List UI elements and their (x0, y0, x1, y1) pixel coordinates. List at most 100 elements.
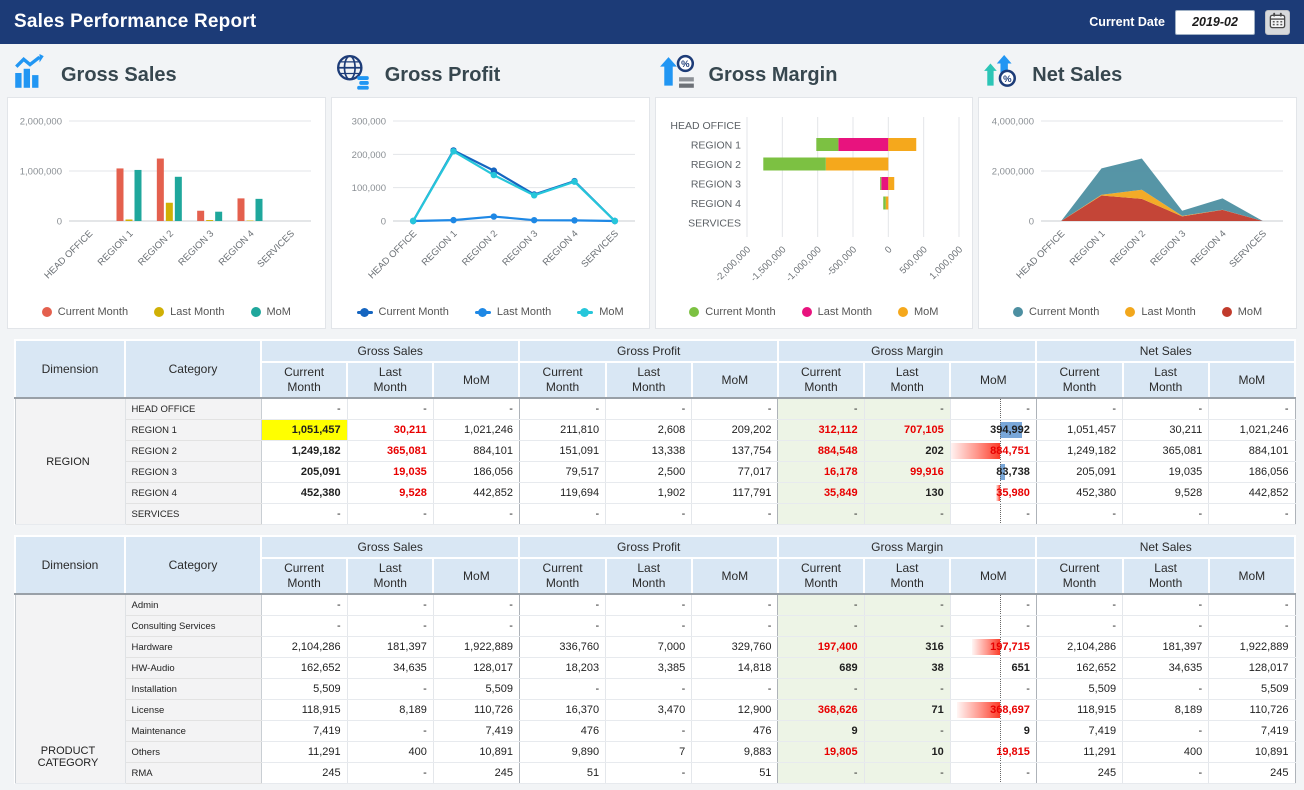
value-cell: 186,056 (1208, 461, 1296, 483)
value-cell: 51 (519, 762, 607, 784)
cell-value: 11,291 (307, 746, 341, 758)
cell-value: - (940, 403, 944, 415)
cell-value: - (1112, 599, 1117, 611)
data-bar (1000, 464, 1006, 480)
value-cell: 3,470 (605, 699, 693, 721)
calendar-icon (1268, 11, 1287, 33)
cell-value: - (681, 620, 686, 632)
value-cell: 884,101 (433, 440, 520, 462)
legend-item[interactable]: MoM (577, 306, 624, 318)
value-cell: - (864, 678, 951, 700)
svg-text:500,000: 500,000 (898, 244, 930, 276)
current-date-input[interactable] (1175, 9, 1255, 35)
calendar-button[interactable] (1265, 9, 1290, 35)
cell-value: 9,890 (571, 746, 600, 758)
dimension-header: Dimension (14, 535, 126, 595)
legend-item[interactable]: Current Month (1013, 306, 1099, 318)
legend-item[interactable]: MoM (250, 306, 291, 318)
cell-value: - (940, 767, 944, 779)
data-bar (996, 485, 1001, 501)
data-bar (957, 702, 1001, 718)
legend-label: Last Month (170, 306, 225, 318)
value-cell: 30,211 (1122, 419, 1210, 441)
table-row: REGION 1 1,051,457 30,211 1,021,246 211,810 2… (15, 419, 1296, 441)
cell-value: - (1198, 403, 1203, 415)
panel-gross-sales-header: Gross Sales (7, 53, 326, 97)
svg-text:REGION 2: REGION 2 (1108, 228, 1148, 268)
legend-item[interactable]: Last Month (1125, 306, 1196, 318)
table-row: Maintenance 7,419 - 7,419 476 - 476 9 - 9 7,419 - 7,… (15, 720, 1296, 742)
cell-value: 1,051,457 (1067, 424, 1117, 436)
cell-value: 110,726 (1249, 704, 1289, 716)
legend-item[interactable]: MoM (1221, 306, 1262, 318)
cell-value: 245 (494, 767, 513, 779)
cell-value: 118,915 (301, 704, 341, 716)
svg-text:HEAD OFFICE: HEAD OFFICE (43, 228, 96, 281)
cell-value: - (853, 767, 858, 779)
sub-column-header: Last Month (604, 557, 693, 595)
legend-item[interactable]: Last Month (154, 306, 225, 318)
value-cell: 707,105 (864, 419, 951, 441)
panel-net-sales-header: % Net Sales (978, 53, 1297, 97)
value-cell: 1,021,246 (433, 419, 520, 441)
svg-text:REGION 2: REGION 2 (460, 228, 500, 268)
value-cell: 689 (777, 657, 865, 679)
value-cell: - (691, 615, 779, 637)
cell-value: 19,035 (1168, 466, 1203, 478)
value-cell: 181,397 (347, 636, 434, 658)
cell-value: 8,189 (399, 704, 427, 716)
cell-value: 51 (586, 767, 600, 779)
cell-value: 14,818 (737, 662, 772, 674)
cell-value: 3,385 (657, 662, 686, 674)
svg-text:REGION 3: REGION 3 (691, 178, 741, 190)
value-cell: 128,017 (433, 657, 520, 679)
value-cell: 9 (950, 720, 1037, 742)
legend-item[interactable]: Current Month (41, 306, 128, 318)
legend-label: Last Month (817, 306, 873, 318)
sub-column-header: Current Month (1035, 557, 1124, 595)
cell-value: 10 (931, 746, 944, 758)
group-header: Gross Profit (518, 339, 779, 363)
cell-value: 452,380 (1076, 487, 1117, 499)
legend-label: Current Month (378, 306, 449, 318)
cell-value: 452,380 (300, 487, 341, 499)
value-cell: 9 (777, 720, 865, 742)
svg-text:%: % (681, 59, 690, 70)
cell-value: - (940, 599, 944, 611)
value-cell: 7,419 (1036, 720, 1124, 742)
category-cell: HW-Audio (125, 657, 262, 679)
svg-text:%: % (1003, 73, 1012, 84)
category-cell: Installation (125, 678, 262, 700)
table-row: REGION 4 452,380 9,528 442,852 119,694 1,902 1… (15, 482, 1296, 504)
value-cell: 10,891 (1208, 741, 1296, 763)
table-row: Consulting Services - - - - - - - - - - - - (15, 615, 1296, 637)
cell-value: 394,992 (990, 424, 1030, 436)
cell-value: - (681, 683, 686, 695)
value-cell: - (777, 503, 865, 525)
value-cell: 10 (864, 741, 951, 763)
svg-text:300,000: 300,000 (352, 117, 386, 128)
legend-item[interactable]: Current Month (356, 306, 449, 318)
value-cell: 13,338 (605, 440, 693, 462)
cell-value: 442,852 (473, 487, 513, 499)
value-cell: - (433, 398, 520, 420)
cell-value: 77,017 (737, 466, 772, 478)
legend-item[interactable]: MoM (898, 306, 938, 318)
zero-axis-line (1000, 636, 1002, 657)
cell-value: 2,608 (657, 424, 686, 436)
legend-item[interactable]: Last Month (801, 306, 873, 318)
cell-value: 13,338 (651, 445, 686, 457)
cell-value: - (1112, 508, 1117, 520)
value-cell: 442,852 (433, 482, 520, 504)
value-cell: 1,902 (605, 482, 693, 504)
value-cell: - (691, 503, 779, 525)
cell-value: - (1026, 599, 1030, 611)
cell-value: 51 (759, 767, 772, 779)
legend-item[interactable]: Current Month (689, 306, 776, 318)
legend-label: Current Month (1029, 306, 1100, 318)
cell-value: - (940, 508, 944, 520)
legend-item[interactable]: Last Month (474, 306, 551, 318)
value-cell: - (347, 398, 434, 420)
cell-value: 1,922,889 (464, 641, 513, 653)
cell-value: 79,517 (565, 466, 600, 478)
